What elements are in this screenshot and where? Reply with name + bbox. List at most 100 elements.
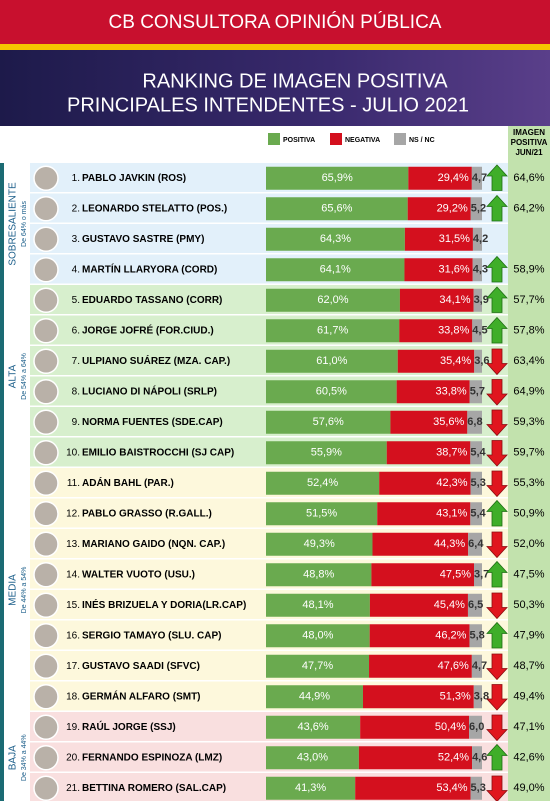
value-label: 51,5% [306,508,337,520]
name: BETTINA ROMERO (SAL.CAP) [82,783,226,794]
bar-nsnc [472,319,482,343]
value-label: 5,8 [469,630,484,642]
subtitle: PRINCIPALES INTENDENTES - JULIO 2021 [67,94,469,116]
value-label: 41,3% [295,782,326,794]
value-label: 4,6 [472,752,487,764]
bar-positive [266,441,387,465]
value-label: 5,7 [470,386,485,398]
group-range: De 64% o más [21,201,28,247]
previous-value: 55,3% [513,477,544,489]
bar-positive [266,624,370,648]
arrow-down [486,592,508,620]
photo [33,623,59,649]
bar-negative [372,532,469,556]
group-label: BAJA [8,745,19,770]
bar-negative [377,502,471,526]
bar-negative [396,380,470,404]
photo [33,714,59,740]
bar-negative [399,288,474,312]
name: FERNANDO ESPINOZA (LMZ) [82,752,222,763]
value-label: 44,3% [434,538,465,550]
value-label: 34,1% [439,294,470,306]
photo [33,287,59,313]
previous-value: 59,3% [513,416,544,428]
value-label: 33,8% [435,386,466,398]
rank: 4. [72,264,80,275]
bar-nsnc [467,410,482,434]
value-label: 5,3 [471,477,486,489]
bar-nsnc [468,532,482,556]
value-label: 5,4 [470,508,486,520]
name: RAÚL JORGE (SSJ) [82,720,176,733]
value-label: 6,4 [468,538,484,550]
bar-positive [266,288,400,312]
bar-nsnc [471,654,482,678]
bar-negative [360,715,470,739]
value-label: 64,1% [320,264,351,276]
rank: 16. [66,630,80,641]
value-label: 6,0 [469,721,484,733]
arrow-down [486,714,508,742]
group-strip [0,468,30,712]
bar-nsnc [469,380,482,404]
value-label: 43,6% [297,721,328,733]
value-label: 57,6% [313,416,344,428]
bar-negative [390,410,468,434]
value-label: 38,7% [436,447,467,459]
group-edge [0,285,4,468]
arrow-down [486,684,508,711]
name: INÉS BRIZUELA Y DORIA(LR.CAP) [82,598,246,611]
bar-positive [266,319,400,343]
bar-positive [266,502,378,526]
name: WALTER VUOTO (USU.) [82,569,195,580]
photo [33,440,59,466]
previous-value: 63,4% [513,355,544,367]
value-label: 47,7% [302,660,333,672]
previous-column [508,126,550,801]
value-label: 53,4% [436,782,467,794]
name: SERGIO TAMAYO (SLU. CAP) [82,630,221,641]
previous-value: 57,8% [513,325,544,337]
value-label: 47,5% [440,569,471,581]
arrow-down [486,409,508,437]
bar-nsnc [469,715,482,739]
bar-positive [266,593,370,617]
bar-positive [266,563,372,587]
value-label: 6,8 [467,416,482,428]
bar-nsnc [467,593,482,617]
arrow-down [486,379,508,406]
photo [33,196,59,222]
name: EMILIO BAISTROCCHI (SJ CAP) [82,447,234,458]
value-label: 4,7 [472,660,487,672]
bar-negative [362,685,474,709]
arrow-up [486,194,508,222]
bar-negative [386,441,471,465]
legend-swatch [330,133,342,145]
group-label: ALTA [8,364,19,388]
value-label: 52,4% [307,477,338,489]
photo [33,592,59,618]
value-label: 62,0% [317,294,348,306]
value-label: 48,1% [302,599,333,611]
rank: 7. [72,356,80,367]
bar-nsnc [470,197,482,221]
bar-positive [266,685,363,709]
bar-nsnc [470,441,482,465]
group-range: De 54% a 64% [21,353,28,400]
photo [33,409,59,435]
header: CB CONSULTORA OPINIÓN PÚBLICA [109,11,442,33]
previous-value: 48,7% [513,660,544,672]
value-label: 4,7 [472,172,487,184]
bar-positive [266,471,380,495]
previous-value: 49,4% [513,691,544,703]
bar-positive [266,654,370,678]
legend-swatch [394,133,406,145]
arrow-down [486,440,508,467]
value-label: 33,8% [438,325,469,337]
name: PABLO JAVKIN (ROS) [82,173,186,184]
value-label: 5,2 [471,203,486,215]
arrow-up [486,560,508,588]
bar-nsnc [473,288,482,312]
photo [33,531,59,557]
